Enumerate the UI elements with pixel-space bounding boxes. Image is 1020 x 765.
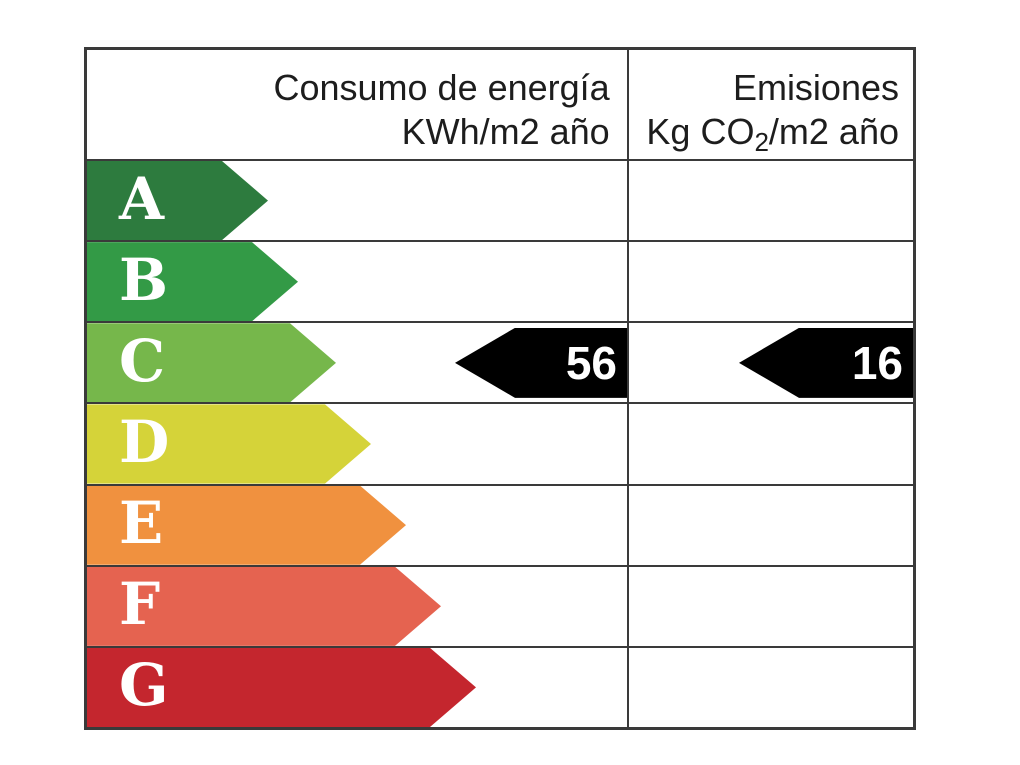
consumption-value: 56: [565, 336, 617, 389]
table-body: Consumo de energía KWh/m2 año Emisiones …: [87, 50, 913, 727]
rating-letter-d: D: [119, 407, 170, 476]
emissions-unit-prefix: Kg CO: [646, 111, 755, 153]
rating-row-a: A: [87, 161, 913, 240]
rating-row-d: D: [87, 402, 913, 483]
consumption-header: Consumo de energía KWh/m2 año: [87, 50, 626, 159]
rating-rows: A B C 56 16: [87, 161, 913, 727]
rating-arrow-c: C: [87, 323, 336, 402]
rating-arrow-f: F: [87, 567, 441, 646]
rating-row-g: G: [87, 645, 913, 727]
column-divider-line: [627, 50, 629, 727]
rating-arrow-d: D: [87, 404, 371, 483]
rating-letter-g: G: [119, 651, 169, 720]
consumption-title: Consumo de energía: [273, 67, 610, 108]
rating-letter-c: C: [119, 326, 166, 395]
energy-rating-table: Consumo de energía KWh/m2 año Emisiones …: [84, 47, 916, 730]
rating-letter-e: E: [119, 489, 164, 558]
emissions-header: Emisiones Kg CO2/m2 año: [628, 50, 913, 159]
rating-row-b: B: [87, 240, 913, 321]
emissions-unit-suffix: /m2 año: [768, 111, 899, 153]
rating-letter-b: B: [119, 245, 169, 314]
consumption-value-arrow: 56: [455, 327, 627, 398]
consumption-unit: KWh/m2 año: [401, 111, 610, 153]
rating-arrow-b: B: [87, 242, 298, 321]
rating-letter-f: F: [119, 570, 161, 639]
emissions-value: 16: [851, 336, 903, 389]
rating-arrow-g: G: [87, 648, 476, 727]
rating-row-c: C 56 16: [87, 321, 913, 402]
rating-row-f: F: [87, 564, 913, 646]
rating-arrow-a: A: [87, 161, 268, 240]
emissions-title: Emisiones: [732, 67, 899, 108]
rating-arrow-e: E: [87, 486, 406, 565]
rating-row-e: E: [87, 483, 913, 565]
emissions-unit-subscript: 2: [754, 127, 769, 158]
rating-letter-a: A: [119, 164, 165, 233]
emissions-value-arrow: 16: [739, 327, 913, 398]
table-header: Consumo de energía KWh/m2 año Emisiones …: [87, 50, 913, 161]
emissions-unit: Kg CO2/m2 año: [628, 110, 899, 158]
